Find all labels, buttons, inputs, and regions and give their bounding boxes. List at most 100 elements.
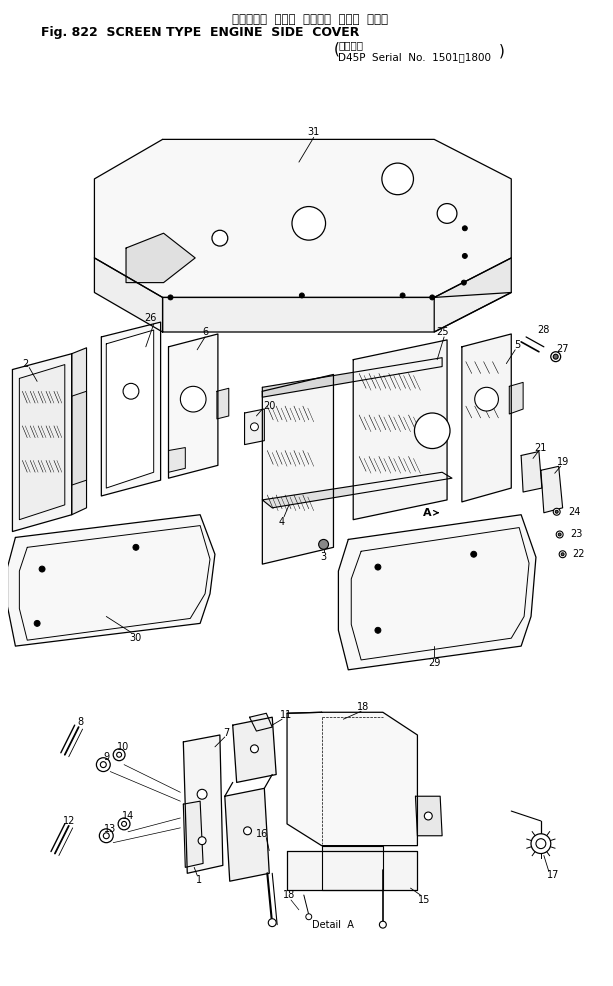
Text: スクリーン  タイプ  エンジン  サイド  カバー: スクリーン タイプ エンジン サイド カバー (232, 14, 388, 27)
Text: 14: 14 (122, 811, 134, 821)
Text: 11: 11 (280, 710, 292, 720)
Text: 21: 21 (535, 443, 547, 453)
Polygon shape (94, 258, 162, 332)
Polygon shape (126, 234, 195, 283)
Polygon shape (262, 472, 452, 508)
Text: 15: 15 (418, 895, 430, 905)
Polygon shape (12, 354, 72, 531)
Polygon shape (462, 334, 511, 502)
Circle shape (133, 544, 139, 550)
Circle shape (251, 744, 259, 752)
Polygon shape (94, 139, 511, 298)
Polygon shape (521, 452, 542, 492)
Circle shape (462, 280, 466, 285)
Text: 9: 9 (103, 751, 109, 762)
Circle shape (558, 533, 561, 536)
Polygon shape (162, 293, 511, 332)
Circle shape (555, 511, 558, 514)
Circle shape (34, 620, 40, 626)
Circle shape (437, 203, 457, 224)
Polygon shape (72, 391, 86, 485)
Polygon shape (262, 375, 333, 564)
Circle shape (471, 551, 477, 557)
Circle shape (474, 387, 498, 411)
Circle shape (554, 509, 560, 516)
Polygon shape (169, 448, 185, 472)
Text: 7: 7 (224, 728, 230, 739)
Circle shape (319, 539, 329, 549)
Text: 23: 23 (570, 529, 582, 539)
Text: 16: 16 (256, 829, 268, 839)
Circle shape (462, 253, 467, 258)
Circle shape (382, 163, 414, 194)
Polygon shape (217, 388, 229, 419)
Circle shape (400, 293, 405, 298)
Polygon shape (287, 712, 417, 846)
Polygon shape (338, 515, 536, 669)
Polygon shape (7, 515, 215, 646)
Polygon shape (249, 713, 272, 731)
Circle shape (306, 914, 312, 920)
Polygon shape (106, 330, 154, 488)
Polygon shape (509, 383, 523, 414)
Text: Fig. 822  SCREEN TYPE  ENGINE  SIDE  COVER: Fig. 822 SCREEN TYPE ENGINE SIDE COVER (41, 27, 359, 39)
Circle shape (168, 295, 173, 300)
Polygon shape (20, 365, 65, 520)
Circle shape (559, 551, 566, 558)
Circle shape (101, 761, 106, 767)
Circle shape (99, 829, 113, 843)
Text: 28: 28 (538, 325, 550, 335)
Text: 27: 27 (557, 344, 569, 354)
Text: A: A (423, 508, 432, 518)
Text: 2: 2 (22, 359, 28, 369)
Polygon shape (225, 789, 269, 881)
Polygon shape (101, 322, 161, 496)
Polygon shape (233, 717, 276, 783)
Polygon shape (287, 851, 417, 890)
Circle shape (116, 752, 121, 757)
Circle shape (550, 352, 561, 362)
Polygon shape (434, 258, 511, 332)
Text: 29: 29 (428, 658, 440, 668)
Circle shape (536, 839, 546, 849)
Text: 17: 17 (547, 871, 559, 880)
Polygon shape (541, 466, 563, 513)
Text: 1: 1 (196, 876, 202, 885)
Text: 25: 25 (436, 327, 448, 337)
Circle shape (531, 834, 550, 854)
Polygon shape (262, 358, 442, 397)
Text: 3: 3 (321, 552, 327, 562)
Text: 4: 4 (279, 517, 285, 527)
Circle shape (251, 423, 259, 431)
Text: 19: 19 (557, 458, 569, 467)
Circle shape (375, 627, 381, 633)
Text: 26: 26 (145, 314, 157, 323)
Circle shape (113, 748, 125, 760)
Text: 30: 30 (130, 633, 142, 643)
Circle shape (414, 413, 450, 449)
Polygon shape (169, 334, 218, 478)
Circle shape (118, 818, 130, 830)
Circle shape (104, 833, 109, 839)
Polygon shape (353, 340, 447, 520)
Polygon shape (183, 802, 203, 868)
Circle shape (556, 531, 563, 538)
Circle shape (561, 553, 564, 556)
Text: 12: 12 (63, 816, 75, 826)
Circle shape (268, 919, 276, 927)
Circle shape (554, 354, 558, 359)
Text: 18: 18 (283, 890, 295, 900)
Polygon shape (183, 735, 223, 874)
Circle shape (212, 231, 228, 246)
Circle shape (462, 226, 467, 231)
Circle shape (198, 837, 206, 845)
Circle shape (430, 295, 435, 300)
Polygon shape (416, 797, 442, 836)
Circle shape (96, 757, 110, 772)
Text: 13: 13 (104, 824, 116, 834)
Text: 31: 31 (308, 127, 320, 137)
Polygon shape (72, 348, 86, 515)
Text: 8: 8 (77, 717, 83, 727)
Polygon shape (322, 846, 383, 890)
Text: 18: 18 (357, 702, 369, 712)
